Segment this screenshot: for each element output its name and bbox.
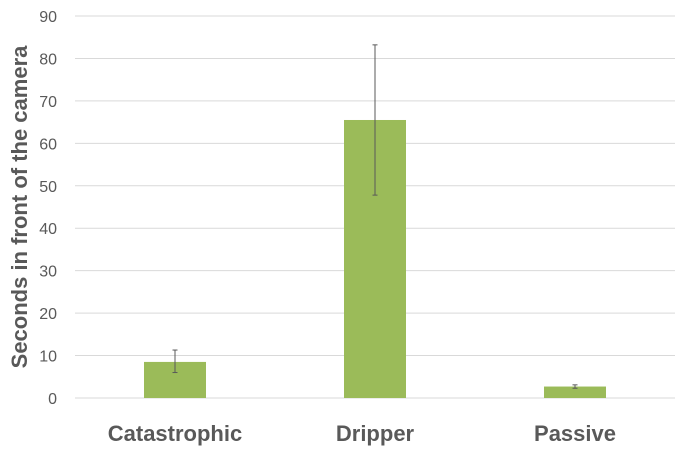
x-category-label: Passive [534,421,616,446]
y-tick-label: 70 [39,94,57,111]
y-tick-label: 90 [39,9,57,26]
y-tick-label: 30 [39,264,57,281]
y-tick-label: 80 [39,51,57,68]
error-bar-dripper [372,44,378,196]
y-tick-label: 0 [48,391,57,408]
error-bars [172,44,578,389]
y-tick-label: 20 [39,306,57,323]
error-bar-passive [572,384,578,389]
y-tick-label: 60 [39,136,57,153]
y-tick-label: 10 [39,349,57,366]
y-axis-title: Seconds in front of the camera [7,45,32,368]
x-category-label: Dripper [336,421,415,446]
x-category-label: Catastrophic [108,421,242,446]
error-bar-catastrophic [172,349,178,374]
x-axis-categories: Catastrophic Dripper Passive [108,421,616,446]
y-tick-label: 50 [39,179,57,196]
y-tick-label: 40 [39,221,57,238]
bar-passive [544,386,606,398]
y-axis-ticks: 0 10 20 30 40 50 60 70 80 90 [39,9,57,408]
